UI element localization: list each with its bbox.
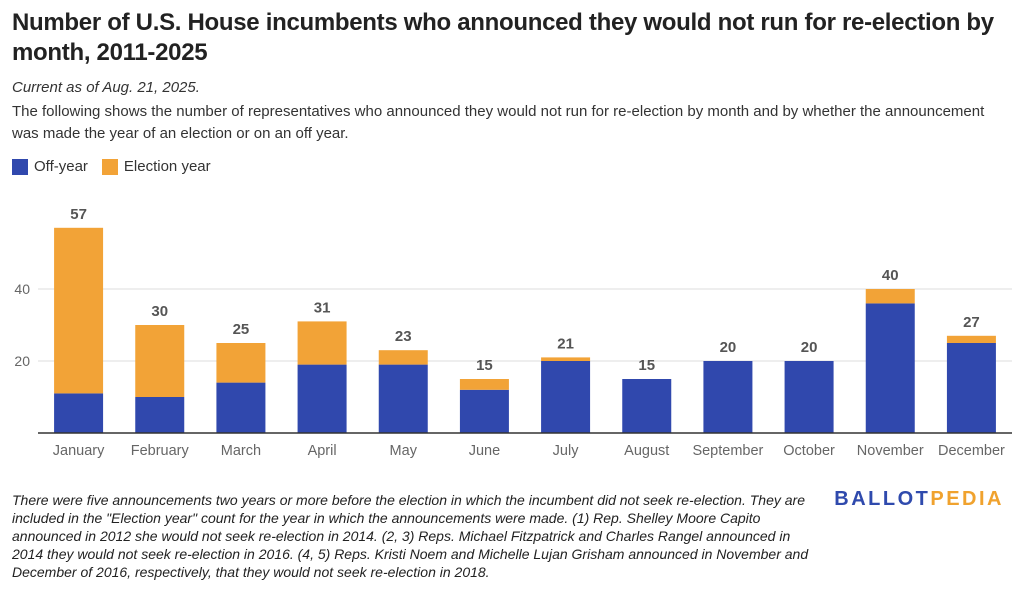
bar-total-label: 27 <box>963 314 980 331</box>
bar-election-year <box>54 227 104 394</box>
bar-election-year <box>297 321 347 365</box>
bar-election-year <box>216 343 266 383</box>
bar-total-label: 21 <box>557 335 574 352</box>
x-tick-label: September <box>692 443 763 459</box>
legend-item-election-year: Election year <box>101 158 211 175</box>
bar-off-year <box>541 361 591 433</box>
bar-off-year <box>784 361 834 433</box>
chart-description: The following shows the number of repres… <box>12 103 985 142</box>
legend-label-off-year: Off-year <box>34 158 88 175</box>
bar-off-year <box>297 364 347 433</box>
bar-off-year <box>703 361 753 433</box>
bar-total-label: 20 <box>801 339 818 356</box>
x-tick-label: April <box>308 443 337 459</box>
x-tick-label: December <box>938 443 1005 459</box>
bar-total-label: 15 <box>638 357 655 374</box>
legend-swatch-off-year <box>12 158 28 175</box>
bar-election-year <box>865 289 915 304</box>
bar-total-label: 20 <box>720 339 737 356</box>
y-tick-label: 20 <box>14 353 30 369</box>
x-tick-label: June <box>469 443 500 459</box>
ballotpedia-logo: BALLOTPEDIA <box>834 488 1004 511</box>
legend: Off-year Election year <box>12 158 225 175</box>
bar-election-year <box>946 335 996 343</box>
logo-part-pedia: PEDIA <box>930 488 1004 510</box>
bar-total-label: 25 <box>233 321 250 338</box>
footnote: There were five announcements two years … <box>12 492 809 580</box>
bar-election-year <box>135 325 185 397</box>
x-tick-label: May <box>390 443 418 459</box>
x-tick-label: July <box>553 443 580 459</box>
x-tick-label: January <box>53 443 105 459</box>
bar-election-year <box>378 350 428 365</box>
bar-total-label: 31 <box>314 299 331 316</box>
x-tick-label: August <box>624 443 669 459</box>
bar-total-label: 40 <box>882 267 899 284</box>
y-tick-label: 40 <box>14 281 30 297</box>
bar-total-label: 57 <box>70 206 87 223</box>
bar-off-year <box>135 397 185 433</box>
bar-off-year <box>54 393 104 433</box>
chart-title: Number of U.S. House incumbents who anno… <box>12 9 994 66</box>
legend-item-off-year: Off-year <box>12 158 88 175</box>
bar-off-year <box>378 364 428 433</box>
bar-off-year <box>216 382 266 433</box>
bar-total-label: 23 <box>395 328 412 345</box>
x-tick-label: February <box>131 443 190 459</box>
x-tick-label: October <box>783 443 835 459</box>
legend-swatch-election-year <box>101 158 118 175</box>
bar-off-year <box>946 343 996 433</box>
legend-label-election-year: Election year <box>123 158 211 175</box>
bar-total-label: 30 <box>151 303 168 320</box>
bar-chart: 20 40 57 January 30 February 25 March 31 April 23 M… <box>14 206 1012 459</box>
x-tick-label: November <box>857 443 924 459</box>
bar-total-label: 15 <box>476 357 493 374</box>
bar-election-year <box>459 379 509 390</box>
current-date-note: Current as of Aug. 21, 2025. <box>12 79 200 96</box>
bar-off-year <box>459 389 509 433</box>
bar-off-year <box>865 303 915 433</box>
x-tick-label: March <box>221 443 261 459</box>
bar-election-year <box>541 357 591 361</box>
logo-part-ballot: BALLOT <box>834 488 931 510</box>
bar-off-year <box>622 379 672 433</box>
